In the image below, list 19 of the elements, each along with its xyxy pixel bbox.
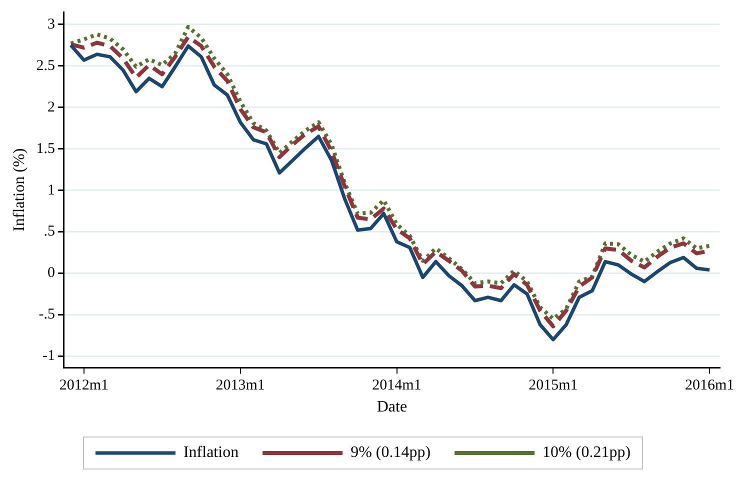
y-tick-label: -1 [42,348,55,364]
legend-label: Inflation [183,444,239,462]
y-tick-label: .5 [44,224,55,240]
x-axis-title: Date [376,398,408,416]
legend-label: 10% (0.21pp) [542,444,631,462]
x-tick-label: 2015m1 [528,378,578,394]
x-tick-label: 2013m1 [216,378,265,394]
y-tick-label: -.5 [38,306,55,323]
y-tick-label: 1 [47,182,55,198]
y-tick-label: 2.5 [36,58,55,74]
legend-label: 9% (0.14pp) [350,444,431,462]
y-axis-title: Inflation (%) [10,148,28,232]
x-tick-label: 2012m1 [59,378,109,394]
y-tick-label: 2 [47,99,55,116]
y-tick-label: 3 [47,16,55,32]
y-tick-label: 0 [47,265,55,282]
y-tick-label: 1.5 [36,140,55,157]
x-tick-label: 2016m1 [684,378,734,394]
x-tick-label: 2014m1 [372,378,422,394]
